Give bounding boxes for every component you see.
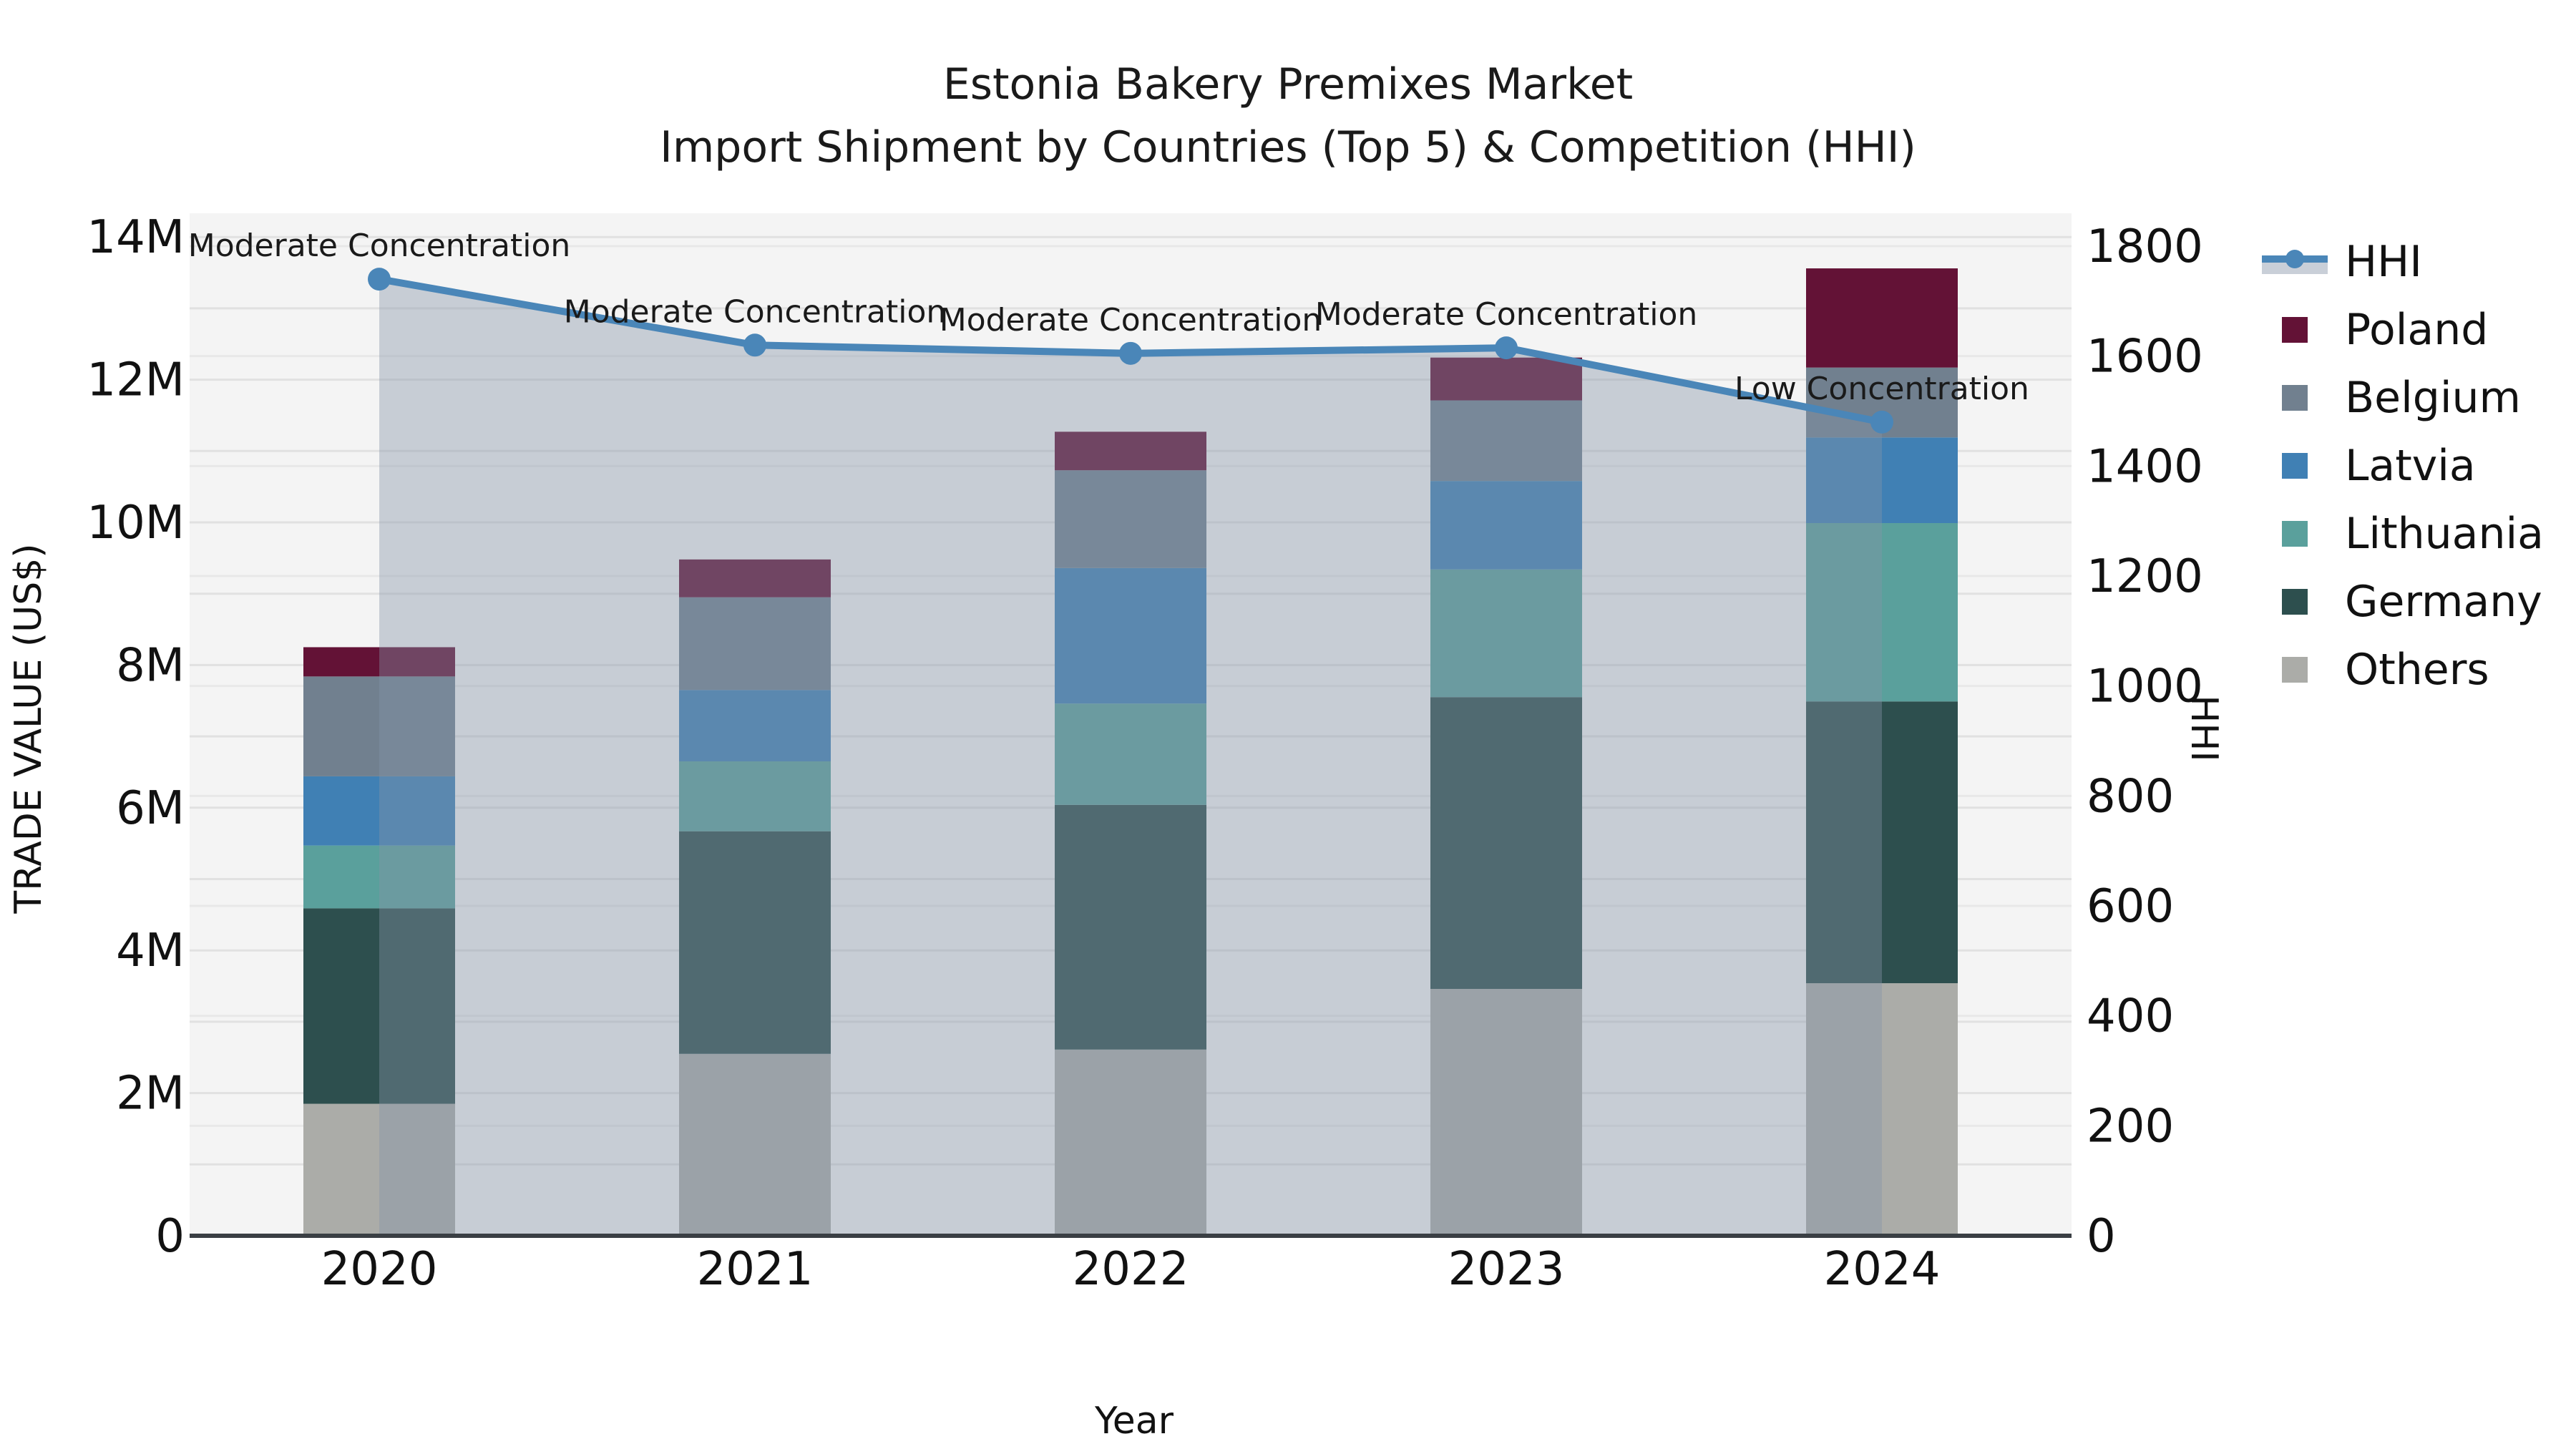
bar-segment-lithuania-2020: [303, 845, 455, 909]
legend-item-latvia: Latvia: [2258, 431, 2544, 499]
legend-item-lithuania: Lithuania: [2258, 499, 2544, 567]
hhi-line-legend-icon: [2262, 249, 2328, 274]
y-right-tick-1000: 1000: [2087, 660, 2203, 713]
bar-segment-belgium-2022: [1055, 470, 1206, 568]
y-left-tick-0: 0: [155, 1210, 185, 1263]
hhi-marker-2024: [1870, 410, 1893, 434]
bar-segment-belgium-2023: [1430, 400, 1582, 482]
y-left-tick-14M: 14M: [87, 211, 185, 264]
bar-segment-latvia-2022: [1055, 567, 1206, 704]
bar-segment-poland-2022: [1055, 431, 1206, 471]
y-right-tick-0: 0: [2087, 1210, 2116, 1263]
bar-segment-others-2022: [1055, 1049, 1206, 1236]
legend-swatch-germany: [2282, 588, 2308, 615]
legend-label-latvia: Latvia: [2345, 440, 2476, 491]
bar-segment-poland-2020: [303, 647, 455, 677]
bar-segment-latvia-2020: [303, 776, 455, 846]
x-axis-line: [190, 1234, 2072, 1238]
chart-title-line2: Import Shipment by Countries (Top 5) & C…: [660, 122, 1916, 172]
y-left-tick-4M: 4M: [116, 924, 185, 977]
legend-item-poland: Poland: [2258, 296, 2544, 364]
legend-label-belgium: Belgium: [2345, 372, 2521, 423]
bar-segment-belgium-2021: [679, 597, 831, 691]
x-tick-2020: 2020: [321, 1243, 438, 1296]
bar-segment-lithuania-2021: [679, 761, 831, 831]
legend-swatch-belgium: [2282, 384, 2308, 411]
bar-segment-poland-2024: [1806, 268, 1958, 368]
bar-segment-others-2024: [1806, 983, 1958, 1236]
legend: HHI Poland Belgium Latvia Lithuania Germ…: [2258, 228, 2544, 703]
bar-segment-latvia-2023: [1430, 481, 1582, 570]
legend-item-others: Others: [2258, 635, 2544, 703]
x-tick-2024: 2024: [1824, 1243, 1941, 1296]
y-right-tick-1400: 1400: [2087, 440, 2203, 493]
bar-segment-germany-2024: [1806, 701, 1958, 984]
bar-segment-poland-2021: [679, 559, 831, 597]
hhi-marker-2022: [1119, 341, 1142, 365]
x-tick-2021: 2021: [697, 1243, 814, 1296]
y-right-tick-200: 200: [2087, 1100, 2174, 1153]
x-axis-label: Year: [1094, 1400, 1174, 1443]
bar-segment-germany-2023: [1430, 697, 1582, 990]
hhi-marker-2020: [368, 268, 391, 291]
bar-segment-germany-2022: [1055, 804, 1206, 1050]
bar-segment-germany-2021: [679, 831, 831, 1054]
bar-segment-lithuania-2023: [1430, 569, 1582, 698]
legend-item-germany: Germany: [2258, 567, 2544, 635]
annotation-2020: Moderate Concentration: [188, 228, 571, 264]
y-left-tick-12M: 12M: [87, 354, 185, 407]
legend-label-lithuania: Lithuania: [2345, 508, 2544, 559]
legend-item-belgium: Belgium: [2258, 364, 2544, 431]
bar-segment-lithuania-2022: [1055, 703, 1206, 805]
legend-swatch-latvia: [2282, 452, 2308, 479]
y-right-tick-400: 400: [2087, 990, 2174, 1043]
y-left-tick-6M: 6M: [116, 782, 185, 835]
y-left-tick-8M: 8M: [116, 639, 185, 692]
hhi-marker-2023: [1495, 336, 1518, 360]
y-right-tick-800: 800: [2087, 770, 2174, 823]
y-right-tick-600: 600: [2087, 880, 2174, 933]
stacked-bars: [303, 268, 1958, 1236]
bar-segment-belgium-2020: [303, 676, 455, 776]
hhi-marker-2021: [743, 333, 766, 357]
x-tick-2023: 2023: [1448, 1243, 1565, 1296]
legend-label-poland: Poland: [2345, 304, 2489, 355]
bar-segment-latvia-2021: [679, 690, 831, 761]
chart-title: Estonia Bakery Premixes Market Import Sh…: [0, 53, 2576, 179]
annotation-2021: Moderate Concentration: [564, 293, 947, 330]
tick-labels: 0 2M 4M 6M 8M 10M 12M 14M 0 200 400 600 800 1000 1200 1…: [87, 211, 2203, 1296]
legend-label-hhi: HHI: [2345, 236, 2422, 287]
y-right-tick-1200: 1200: [2087, 550, 2203, 603]
legend-label-others: Others: [2345, 644, 2489, 695]
chart-title-line1: Estonia Bakery Premixes Market: [942, 59, 1634, 109]
bar-segment-others-2020: [303, 1103, 455, 1236]
annotation-2022: Moderate Concentration: [940, 302, 1322, 338]
annotation-2024: Low Concentration: [1735, 371, 2029, 407]
bar-segment-others-2021: [679, 1053, 831, 1236]
legend-item-hhi: HHI: [2258, 228, 2544, 296]
bar-segment-lithuania-2024: [1806, 522, 1958, 702]
y-left-tick-2M: 2M: [116, 1068, 185, 1121]
legend-label-germany: Germany: [2345, 576, 2542, 627]
bar-segment-latvia-2024: [1806, 437, 1958, 523]
x-tick-2022: 2022: [1073, 1243, 1189, 1296]
hhi-area-fill: [379, 279, 1882, 1236]
legend-swatch-poland: [2282, 316, 2308, 343]
y-right-tick-1600: 1600: [2087, 331, 2203, 384]
legend-swatch-lithuania: [2282, 520, 2308, 547]
y-left-tick-10M: 10M: [87, 497, 185, 550]
bar-segment-germany-2020: [303, 908, 455, 1104]
bar-segment-poland-2023: [1430, 357, 1582, 401]
annotation-2023: Moderate Concentration: [1315, 296, 1698, 333]
y-right-tick-1800: 1800: [2087, 220, 2203, 273]
bar-segment-others-2023: [1430, 989, 1582, 1236]
legend-swatch-others: [2282, 656, 2308, 683]
